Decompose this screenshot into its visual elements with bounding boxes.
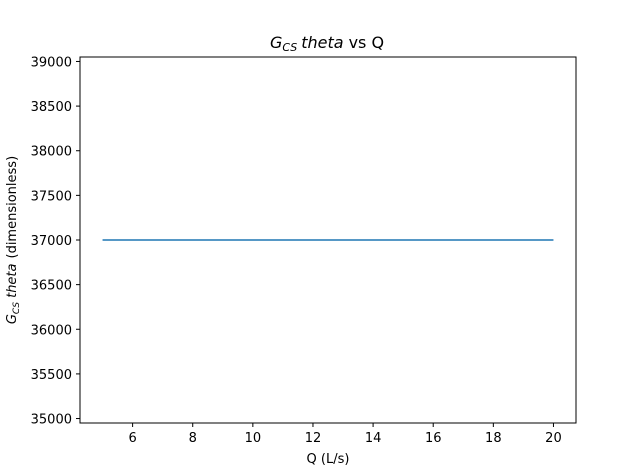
y-tick-label: 39000 <box>31 55 72 70</box>
x-axis: 6 8 10 12 14 16 18 20 <box>128 423 562 446</box>
y-tick-label: 35500 <box>31 368 72 383</box>
x-tick-label: 18 <box>485 431 502 446</box>
ylabel-sub: CS <box>12 302 22 314</box>
y-axis: 35000 35500 36000 36500 37000 37500 38000 38500… <box>31 55 80 428</box>
x-axis-label: Q (L/s) <box>307 452 350 467</box>
y-tick-label: 36500 <box>31 279 72 294</box>
x-tick-label: 20 <box>545 431 562 446</box>
y-tick-label: 38000 <box>31 145 72 160</box>
title-sub: CS <box>282 41 297 54</box>
x-tick-label: 10 <box>245 431 262 446</box>
x-tick-label: 16 <box>425 431 442 446</box>
y-axis-label: GCS theta (dimensionless) <box>5 156 22 324</box>
x-tick-label: 14 <box>365 431 382 446</box>
title-italic: theta <box>301 33 343 52</box>
x-tick-label: 12 <box>305 431 322 446</box>
x-tick-label: 8 <box>189 431 197 446</box>
ylabel-italic: theta <box>5 263 20 297</box>
y-tick-label: 37500 <box>31 189 72 204</box>
title-suffix: vs Q <box>349 33 384 52</box>
y-tick-label: 37000 <box>31 234 72 249</box>
x-tick-label: 6 <box>128 431 136 446</box>
ylabel-main: G <box>5 314 20 324</box>
chart-title: GCS theta vs Q <box>270 33 384 54</box>
title-main: G <box>270 33 282 52</box>
ylabel-suffix: (dimensionless) <box>5 156 20 259</box>
y-tick-label: 38500 <box>31 100 72 115</box>
y-tick-label: 36000 <box>31 323 72 338</box>
y-tick-label: 35000 <box>31 413 72 428</box>
